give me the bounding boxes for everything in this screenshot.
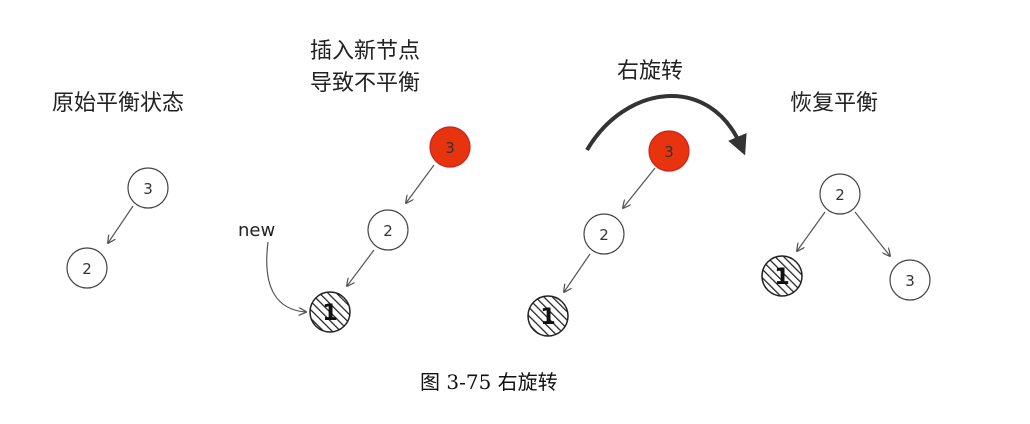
node-3-label: 3 xyxy=(664,143,674,161)
new-label: new xyxy=(238,220,275,241)
node-3-label: 3 xyxy=(143,180,153,198)
edge-3-to-2 xyxy=(623,167,656,208)
node-2: 2 xyxy=(367,209,409,251)
node-3-label: 3 xyxy=(905,272,915,290)
node-1-label: 1 xyxy=(322,301,337,326)
panel-rotate: 右旋转 3 2 1 xyxy=(527,59,747,337)
edge-2-to-1 xyxy=(347,249,375,286)
panel-rotate-title: 右旋转 xyxy=(617,59,683,84)
panel-restored-title: 恢复平衡 xyxy=(790,91,878,116)
node-2-label: 2 xyxy=(82,260,92,278)
node-2-label: 2 xyxy=(383,222,393,240)
edge-2-to-1 xyxy=(564,253,591,292)
node-2: 2 xyxy=(66,247,108,289)
node-3-highlight: 3 xyxy=(648,130,690,172)
panel-insert: 插入新节点 导致不平衡 new 3 2 1 xyxy=(238,39,471,333)
figure-caption: 图 3-75 右旋转 xyxy=(420,370,558,394)
node-1-new: 1 xyxy=(309,291,351,333)
edge-3-to-2 xyxy=(406,164,435,203)
new-pointer-arrow xyxy=(266,241,306,312)
rotation-arrow xyxy=(585,94,747,156)
node-2: 2 xyxy=(583,213,625,255)
panel-original: 原始平衡状态 3 2 xyxy=(52,91,184,289)
node-1: 1 xyxy=(527,295,569,337)
edge-3-to-2 xyxy=(108,205,134,243)
panel-original-title: 原始平衡状态 xyxy=(52,91,184,116)
panel-insert-title-line2: 导致不平衡 xyxy=(310,71,420,96)
node-1-label: 1 xyxy=(540,305,555,330)
node-3: 3 xyxy=(889,259,931,301)
node-2-root: 2 xyxy=(819,173,861,215)
edge-2-to-3 xyxy=(854,211,890,256)
panel-restored: 恢复平衡 2 1 3 xyxy=(761,91,931,301)
node-2-label: 2 xyxy=(835,186,845,204)
node-1: 1 xyxy=(761,255,803,297)
node-3-highlight: 3 xyxy=(429,126,471,168)
panel-insert-title-line1: 插入新节点 xyxy=(310,39,420,64)
node-3-label: 3 xyxy=(445,139,455,157)
edge-2-to-1 xyxy=(797,211,826,251)
node-1-label: 1 xyxy=(774,265,789,290)
node-2-label: 2 xyxy=(599,226,609,244)
node-3: 3 xyxy=(127,167,169,209)
